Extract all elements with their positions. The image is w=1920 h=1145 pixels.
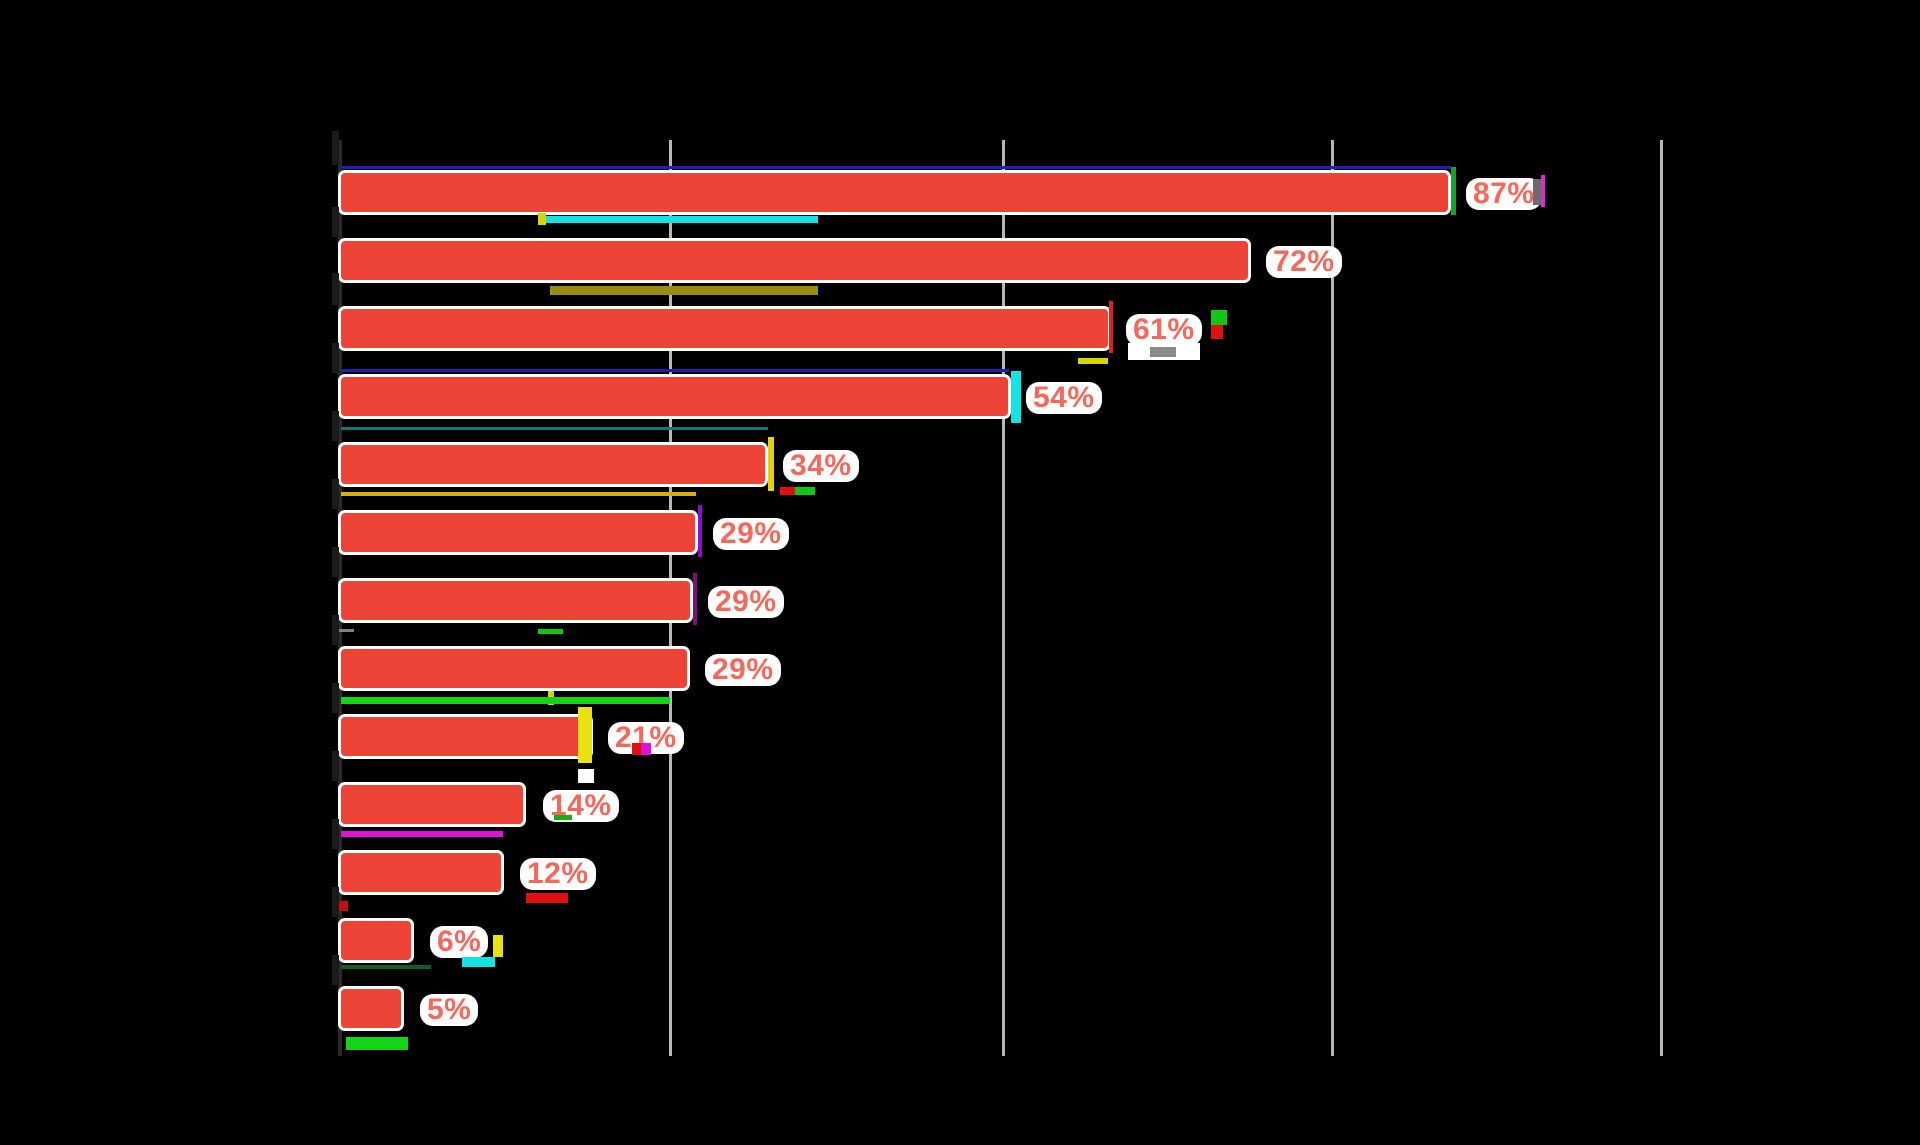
bar-value-label: 87% [1466,178,1542,210]
y-tick-stub [332,273,339,305]
artifact-strip [543,216,818,223]
bar-value-label: 34% [783,450,859,482]
y-tick-stub [332,819,339,849]
bar[interactable] [338,850,504,895]
bar-value-label: 29% [713,518,789,550]
y-tick-stub [332,955,339,985]
artifact-strip [341,369,1009,372]
y-tick-stub [332,207,339,237]
y-tick-stub [332,615,339,645]
bar[interactable] [338,374,1011,419]
y-tick-stub [332,683,339,713]
artifact-strip [632,743,641,755]
bar-value-label: 61% [1126,314,1202,346]
artifact-strip [1078,358,1108,364]
y-tick-stub [332,411,339,441]
artifact-strip [338,901,348,911]
artifact-strip [538,213,546,225]
bar[interactable] [338,170,1451,215]
y-tick-stub [332,887,339,917]
artifact-strip [641,743,651,755]
artifact-strip [341,697,663,704]
y-tick-stub [332,343,339,373]
artifact-strip [336,629,354,632]
artifact-strip [1451,167,1456,215]
artifact-strip [462,957,495,967]
bar-value-label: 72% [1266,246,1342,278]
bar-value-label: 5% [420,994,479,1026]
bar[interactable] [338,510,698,555]
artifact-strip [341,166,1451,169]
artifact-strip [1109,301,1113,353]
artifact-strip [493,935,503,957]
artifact-strip [346,1037,408,1050]
artifact-strip [341,965,431,969]
artifact-strip [578,707,592,763]
bar[interactable] [338,918,414,963]
bar[interactable] [338,646,690,691]
artifact-strip [795,487,815,495]
bar-value-label: 54% [1026,382,1102,414]
artifact-strip [1011,371,1021,423]
artifact-strip [538,629,563,634]
artifact-strip [1211,325,1223,339]
plot-area: 87% 72% 61% [332,131,1668,1056]
bar[interactable] [338,986,404,1031]
artifact-strip [341,427,768,430]
bar-value-label: 12% [520,858,596,890]
artifact-strip [693,573,697,625]
artifact-strip [526,893,568,903]
gridline-3 [1331,140,1334,1056]
artifact-strip [1533,179,1542,205]
bar[interactable] [338,442,768,487]
artifact-strip [698,505,702,557]
bar-value-label: 29% [708,586,784,618]
artifact-strip [768,437,774,491]
artifact-strip [780,487,795,495]
artifact-strip [578,769,594,783]
y-tick-stub [332,131,339,165]
artifact-strip [554,815,572,820]
artifact-strip [341,492,696,496]
bar[interactable] [338,578,693,623]
artifact-strip [341,831,503,837]
gridline-4 [1660,140,1663,1056]
y-tick-stub [332,547,339,577]
bar[interactable] [338,782,526,827]
y-tick-stub [332,751,339,781]
bar-value-label: 29% [705,654,781,686]
artifact-strip [550,286,818,295]
y-tick-stub [332,479,339,509]
artifact-strip [1150,347,1176,357]
artifact-strip [1541,175,1545,207]
bar-value-label: 6% [430,926,489,958]
bar[interactable] [338,306,1111,351]
artifact-strip [1211,310,1227,325]
gridline-2 [1002,140,1005,1056]
bar[interactable] [338,714,593,759]
bar[interactable] [338,238,1251,283]
